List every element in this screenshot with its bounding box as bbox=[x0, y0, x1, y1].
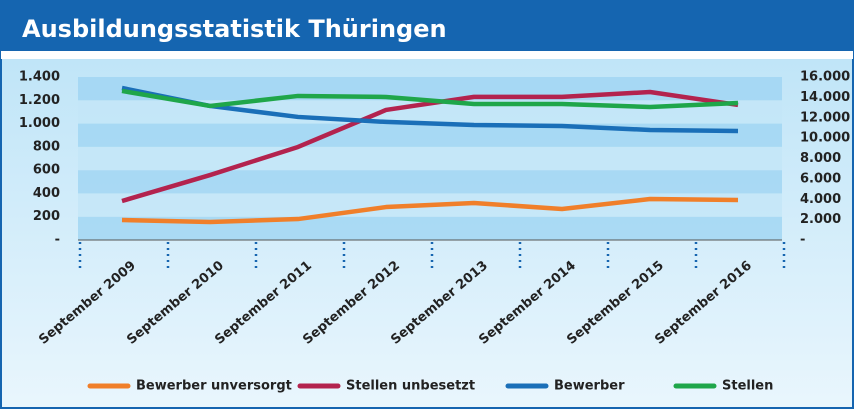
title-gap bbox=[1, 51, 853, 59]
chart-title: Ausbildungsstatistik Thüringen bbox=[22, 15, 447, 43]
series-line bbox=[121, 85, 739, 134]
series-line bbox=[121, 89, 739, 204]
y-tick-label: - bbox=[55, 233, 60, 248]
legend-label: Stellen unbesetzt bbox=[346, 379, 475, 394]
y-tick-label: 1.200 bbox=[19, 93, 60, 108]
y-tick-label: 800 bbox=[33, 139, 60, 154]
y-tick-label: 400 bbox=[33, 186, 60, 201]
y-tick-label: 200 bbox=[33, 209, 60, 224]
y2-tick-label: 12.000 bbox=[800, 110, 850, 125]
y-tick-label: 1.000 bbox=[19, 116, 60, 131]
legend-label: Stellen bbox=[722, 379, 773, 394]
grid-band bbox=[78, 170, 782, 194]
grid-band bbox=[78, 146, 782, 171]
y2-tick-label: 10.000 bbox=[800, 131, 850, 146]
series-line bbox=[121, 88, 739, 110]
y2-tick-label: 16.000 bbox=[800, 70, 850, 85]
series-line bbox=[121, 196, 739, 225]
y-tick-label: 1.400 bbox=[19, 70, 60, 85]
y2-tick-label: 14.000 bbox=[800, 90, 850, 105]
title-bar bbox=[1, 1, 853, 51]
y2-tick-label: 6.000 bbox=[800, 171, 841, 186]
legend-label: Bewerber bbox=[554, 379, 625, 394]
y2-tick-label: - bbox=[800, 233, 805, 248]
y2-tick-label: 8.000 bbox=[800, 151, 841, 166]
y-tick-label: 600 bbox=[33, 163, 60, 178]
grid-band bbox=[78, 123, 782, 147]
legend-label: Bewerber unversorgt bbox=[136, 379, 292, 394]
y2-tick-label: 2.000 bbox=[800, 212, 841, 227]
y2-tick-label: 4.000 bbox=[800, 192, 841, 207]
